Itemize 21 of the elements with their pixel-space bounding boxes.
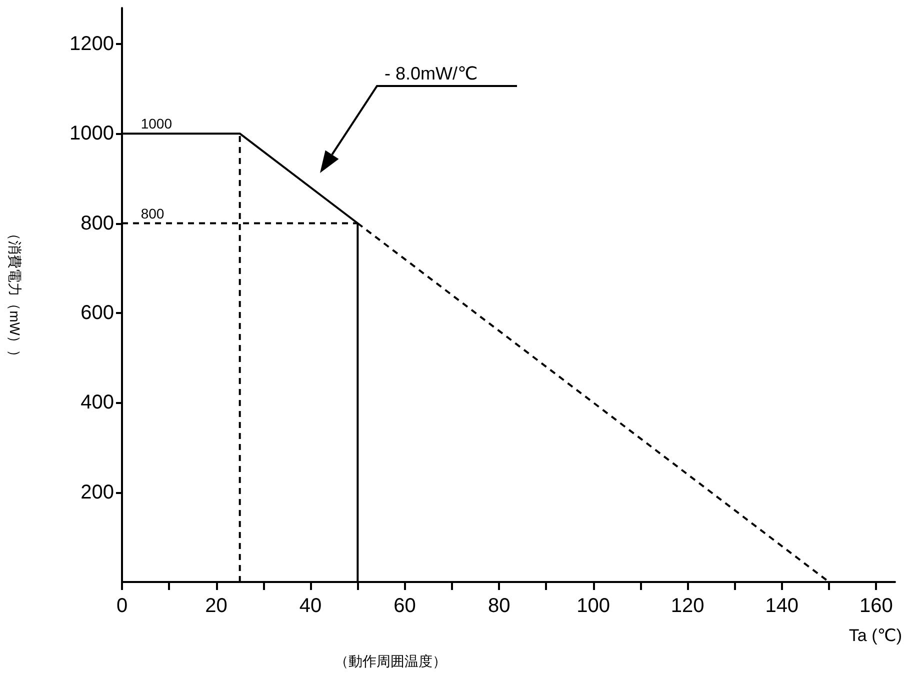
- y-tick-label: 1000: [70, 122, 114, 145]
- annotation: - 8.0mW/℃: [384, 63, 478, 84]
- x-tick-label: 20: [205, 595, 228, 617]
- x-tick-label: 60: [394, 595, 416, 617]
- x-tick-label: 80: [488, 595, 510, 617]
- y-tick-label: 1200: [70, 32, 114, 55]
- text: Ta (℃): [848, 626, 902, 645]
- x-axis-title: （動作周囲温度）: [334, 653, 446, 669]
- annotation: 1000: [140, 116, 172, 132]
- y-tick-label: 400: [80, 392, 114, 414]
- x-tick-label: 140: [765, 595, 799, 617]
- x-tick-label: 0: [116, 595, 128, 617]
- y-tick-label: 200: [80, 481, 114, 504]
- y-tick-label: 800: [80, 212, 114, 234]
- x-tick-label: 160: [859, 595, 893, 617]
- y-tick-label: 600: [80, 302, 114, 324]
- y-axis-title: （消費電力（mW））: [7, 226, 23, 364]
- x-tick-label: 120: [670, 595, 704, 617]
- x-tick-label: 100: [576, 595, 610, 617]
- annotation: 800: [140, 205, 164, 222]
- x-tick-label: 40: [299, 595, 322, 617]
